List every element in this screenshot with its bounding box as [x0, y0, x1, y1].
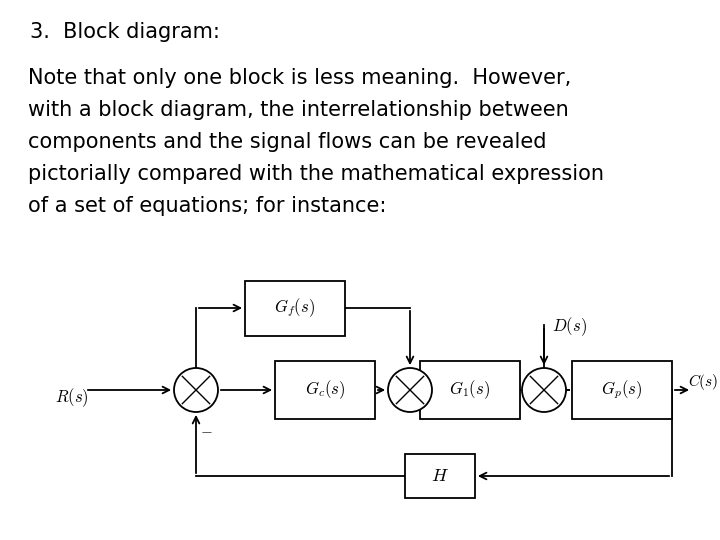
- Text: $R(s)$: $R(s)$: [55, 387, 89, 409]
- Text: $G_1(s)$: $G_1(s)$: [449, 379, 490, 401]
- Text: of a set of equations; for instance:: of a set of equations; for instance:: [28, 196, 387, 216]
- Bar: [572, 361, 672, 419]
- Text: with a block diagram, the interrelationship between: with a block diagram, the interrelations…: [28, 100, 569, 120]
- Text: pictorially compared with the mathematical expression: pictorially compared with the mathematic…: [28, 164, 604, 184]
- Text: $G_p(s)$: $G_p(s)$: [601, 379, 642, 401]
- Text: Note that only one block is less meaning.  However,: Note that only one block is less meaning…: [28, 68, 571, 88]
- Circle shape: [174, 368, 218, 412]
- Text: $-$: $-$: [200, 422, 212, 437]
- Bar: [275, 361, 375, 419]
- Text: components and the signal flows can be revealed: components and the signal flows can be r…: [28, 132, 546, 152]
- Text: 3.  Block diagram:: 3. Block diagram:: [30, 22, 220, 42]
- Bar: [420, 361, 520, 419]
- Text: $H$: $H$: [431, 467, 449, 485]
- Text: $G_c(s)$: $G_c(s)$: [305, 379, 345, 401]
- Circle shape: [388, 368, 432, 412]
- Text: $G_f(s)$: $G_f(s)$: [274, 296, 315, 319]
- Bar: [245, 280, 345, 335]
- Text: $C(s)$: $C(s)$: [688, 372, 719, 392]
- Text: $D(s)$: $D(s)$: [552, 315, 587, 338]
- Circle shape: [522, 368, 566, 412]
- Bar: [405, 454, 475, 498]
